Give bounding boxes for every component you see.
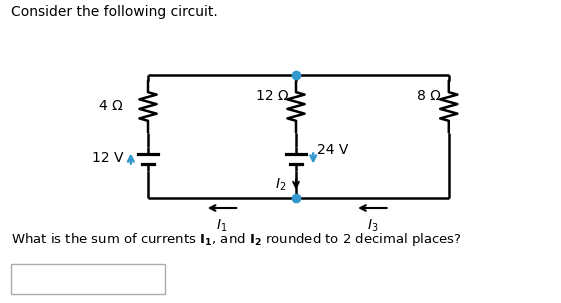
Text: 4 Ω: 4 Ω bbox=[99, 99, 123, 114]
Text: 8 Ω: 8 Ω bbox=[417, 89, 441, 104]
Text: $I_3$: $I_3$ bbox=[367, 218, 378, 235]
Text: $I_1$: $I_1$ bbox=[217, 218, 228, 235]
Text: 24 V: 24 V bbox=[317, 144, 348, 158]
Text: $I_2$: $I_2$ bbox=[275, 176, 287, 193]
Text: Consider the following circuit.: Consider the following circuit. bbox=[11, 5, 218, 19]
Text: 12 V: 12 V bbox=[91, 152, 123, 165]
Text: What is the sum of currents $\mathbf{I_1}$, and $\mathbf{I_2}$ rounded to 2 deci: What is the sum of currents $\mathbf{I_1… bbox=[11, 231, 462, 248]
Text: 12 Ω: 12 Ω bbox=[256, 89, 288, 104]
FancyBboxPatch shape bbox=[11, 264, 165, 294]
